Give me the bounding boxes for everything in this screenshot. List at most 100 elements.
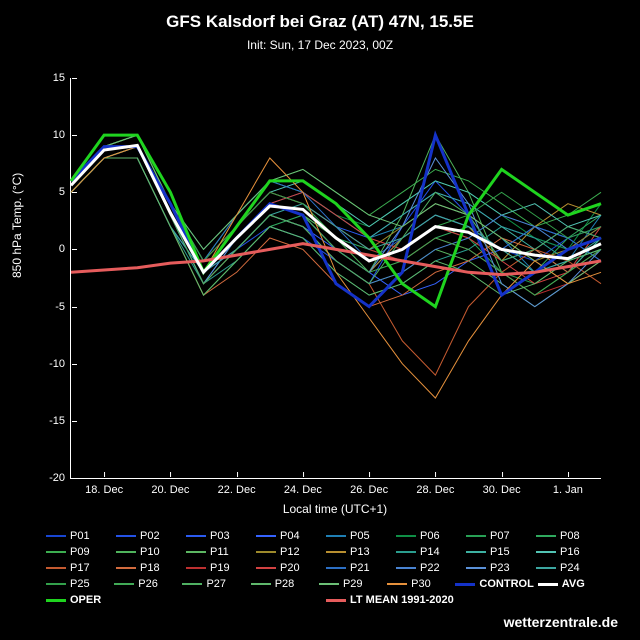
legend-label: P19 <box>210 560 230 576</box>
legend-swatch <box>536 535 556 537</box>
legend-swatch <box>116 551 136 553</box>
legend-swatch <box>256 535 276 537</box>
legend-item: P26 <box>114 576 178 592</box>
legend-swatch <box>251 583 271 585</box>
chart-container: GFS Kalsdorf bei Graz (AT) 47N, 15.5E In… <box>0 0 640 640</box>
y-tick: -5 <box>55 301 71 313</box>
legend-item: P05 <box>326 528 392 544</box>
legend-swatch <box>114 583 134 585</box>
x-tick: 30. Dec <box>483 478 521 496</box>
legend-item: CONTROL <box>455 576 533 592</box>
legend-swatch <box>256 567 276 569</box>
legend-label: P20 <box>280 560 300 576</box>
legend-item: P24 <box>536 560 602 576</box>
series-line <box>71 135 601 261</box>
legend-label: CONTROL <box>479 576 533 592</box>
plot-area: -20-15-10-505101518. Dec20. Dec22. Dec24… <box>70 78 601 479</box>
x-tick: 20. Dec <box>151 478 189 496</box>
legend-item: P18 <box>116 560 182 576</box>
legend-label: P17 <box>70 560 90 576</box>
legend-swatch <box>396 535 416 537</box>
legend-item: P30 <box>387 576 451 592</box>
legend-label: P25 <box>70 576 90 592</box>
x-tick: 28. Dec <box>416 478 454 496</box>
y-tick: -20 <box>49 472 71 484</box>
y-tick: -15 <box>49 415 71 427</box>
x-tick: 24. Dec <box>284 478 322 496</box>
legend: P01P02P03P04P05P06P07P08P09P10P11P12P13P… <box>46 528 606 608</box>
legend-label: P23 <box>490 560 510 576</box>
legend-item: P15 <box>466 544 532 560</box>
chart-title: GFS Kalsdorf bei Graz (AT) 47N, 15.5E <box>0 0 640 32</box>
legend-item: P27 <box>182 576 246 592</box>
legend-swatch <box>46 599 66 602</box>
legend-swatch <box>326 567 346 569</box>
legend-label: P09 <box>70 544 90 560</box>
legend-label: P01 <box>70 528 90 544</box>
legend-item: P29 <box>319 576 383 592</box>
legend-swatch <box>186 551 206 553</box>
legend-label: P04 <box>280 528 300 544</box>
legend-swatch <box>46 535 66 537</box>
legend-swatch <box>396 551 416 553</box>
y-tick: -10 <box>49 358 71 370</box>
legend-swatch <box>116 535 136 537</box>
legend-swatch <box>387 583 407 585</box>
x-tick: 22. Dec <box>218 478 256 496</box>
legend-item: LT MEAN 1991-2020 <box>326 592 602 608</box>
legend-swatch <box>186 567 206 569</box>
x-tick: 18. Dec <box>85 478 123 496</box>
legend-label: P12 <box>280 544 300 560</box>
legend-label: P30 <box>411 576 431 592</box>
legend-item: P10 <box>116 544 182 560</box>
legend-swatch <box>466 567 486 569</box>
legend-item: P01 <box>46 528 112 544</box>
legend-label: P22 <box>420 560 440 576</box>
legend-swatch <box>46 567 66 569</box>
series-line <box>71 135 601 261</box>
legend-item: P13 <box>326 544 392 560</box>
legend-item: P21 <box>326 560 392 576</box>
legend-item: P23 <box>466 560 532 576</box>
legend-label: P21 <box>350 560 370 576</box>
y-tick: 5 <box>59 186 71 198</box>
legend-item: P17 <box>46 560 112 576</box>
legend-label: P27 <box>206 576 226 592</box>
y-tick: 15 <box>53 72 71 84</box>
legend-item: P12 <box>256 544 322 560</box>
legend-swatch <box>326 551 346 553</box>
legend-label: P14 <box>420 544 440 560</box>
y-tick: 0 <box>59 243 71 255</box>
legend-item: P22 <box>396 560 462 576</box>
legend-swatch <box>116 567 136 569</box>
legend-item: P14 <box>396 544 462 560</box>
legend-label: AVG <box>562 576 585 592</box>
legend-label: P16 <box>560 544 580 560</box>
legend-label: P08 <box>560 528 580 544</box>
legend-swatch <box>538 583 558 586</box>
series-line <box>71 135 601 261</box>
legend-item: P28 <box>251 576 315 592</box>
legend-swatch <box>536 567 556 569</box>
legend-label: P24 <box>560 560 580 576</box>
legend-item: P16 <box>536 544 602 560</box>
legend-label: P15 <box>490 544 510 560</box>
y-axis-label: 850 hPa Temp. (°C) <box>10 173 24 278</box>
legend-swatch <box>455 583 475 586</box>
legend-item: P06 <box>396 528 462 544</box>
legend-label: P05 <box>350 528 370 544</box>
legend-swatch <box>326 599 346 602</box>
legend-item: P19 <box>186 560 252 576</box>
legend-label: P11 <box>210 544 229 560</box>
legend-item: OPER <box>46 592 322 608</box>
legend-swatch <box>182 583 202 585</box>
legend-item: P20 <box>256 560 322 576</box>
x-tick: 1. Jan <box>553 478 583 496</box>
legend-label: P03 <box>210 528 230 544</box>
legend-swatch <box>186 535 206 537</box>
legend-item: AVG <box>538 576 602 592</box>
legend-swatch <box>46 583 66 585</box>
legend-label: P28 <box>275 576 295 592</box>
legend-swatch <box>466 535 486 537</box>
legend-item: P25 <box>46 576 110 592</box>
